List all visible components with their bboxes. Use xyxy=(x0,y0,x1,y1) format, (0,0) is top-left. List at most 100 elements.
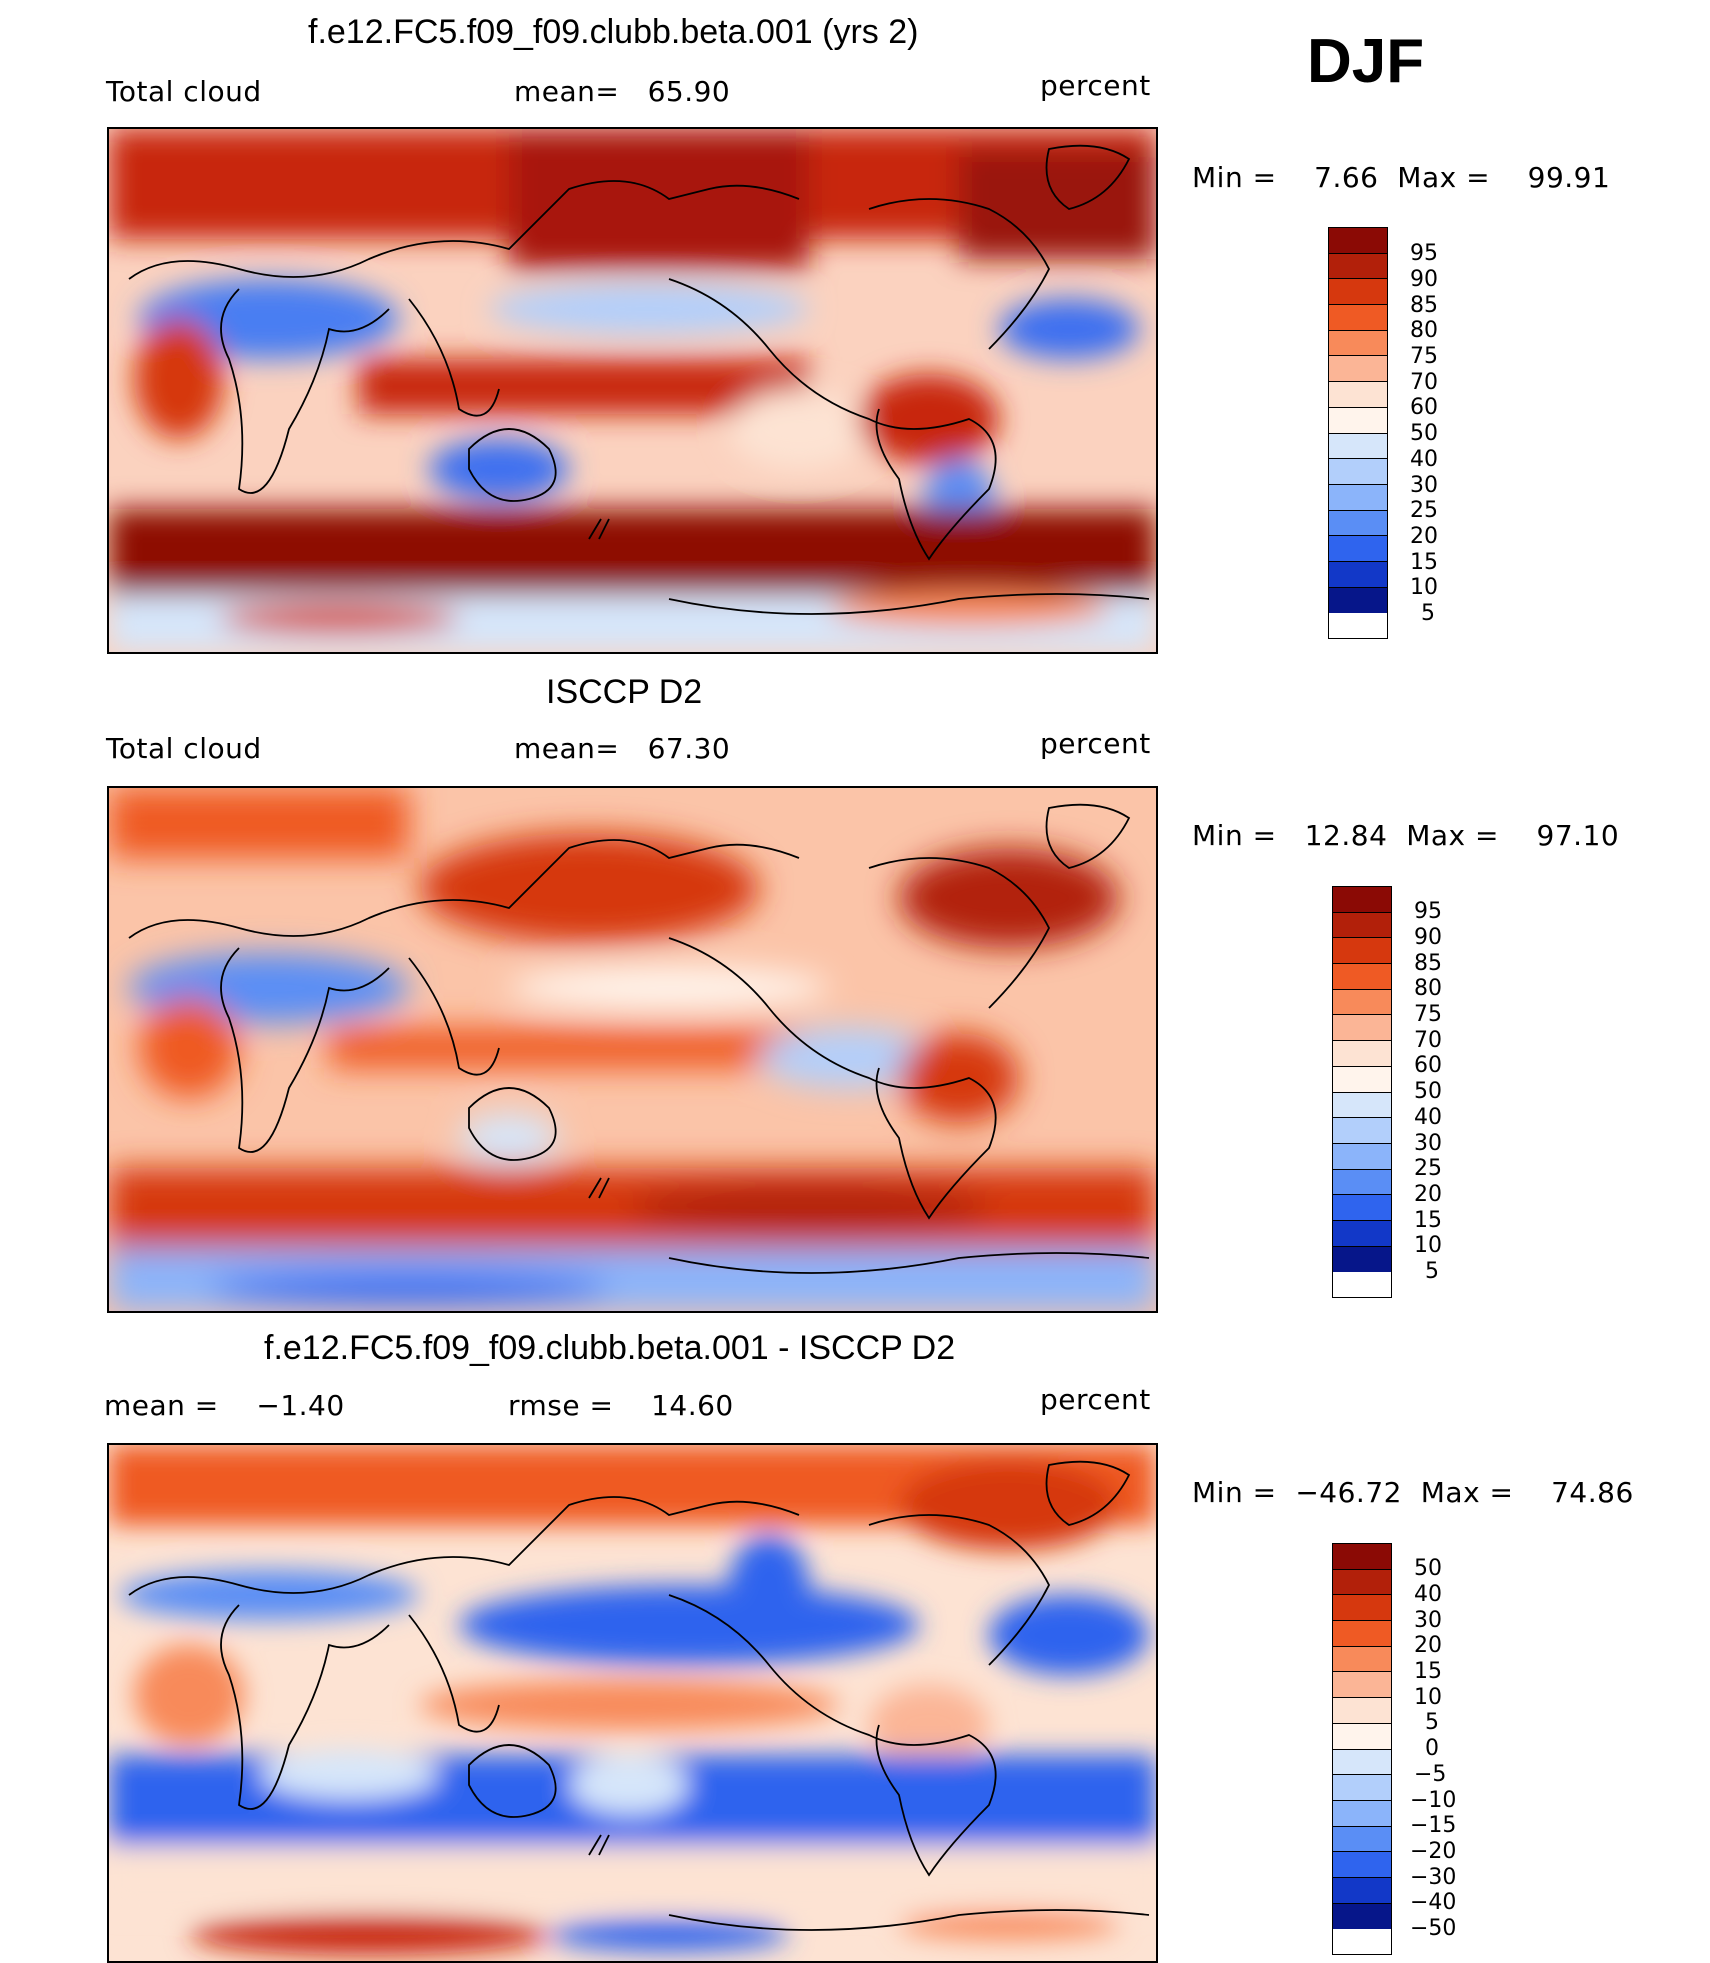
colorbar-box xyxy=(1333,1015,1391,1042)
colorbar-box xyxy=(1333,1877,1391,1904)
colorbar-box xyxy=(1329,330,1387,357)
colorbar-tick: 20 xyxy=(1414,1633,1442,1658)
colorbar-tick: −20 xyxy=(1410,1839,1457,1864)
colorbar-tick: 50 xyxy=(1414,1556,1442,1581)
colorbar-tick: 95 xyxy=(1410,241,1438,266)
colorbar-tick: 5 xyxy=(1421,601,1435,626)
colorbar-box xyxy=(1333,1749,1391,1776)
colorbar-tick: 10 xyxy=(1414,1233,1442,1258)
colorbar-box xyxy=(1329,356,1387,383)
colorbar-box xyxy=(1333,1169,1391,1196)
coastline-outline xyxy=(128,144,1150,615)
colorbar xyxy=(1332,1543,1392,1955)
cloud-map xyxy=(107,786,1158,1313)
colorbar-box xyxy=(1333,1246,1391,1273)
colorbar-box xyxy=(1333,1852,1391,1878)
colorbar-tick: 80 xyxy=(1414,976,1442,1001)
colorbar-box xyxy=(1333,989,1391,1016)
colorbar-tick: 40 xyxy=(1410,447,1438,472)
colorbar-box xyxy=(1329,484,1387,511)
colorbar-tick: 30 xyxy=(1414,1608,1442,1633)
coastline-outline xyxy=(128,803,1150,1274)
colorbar-tick: 15 xyxy=(1414,1208,1442,1233)
colorbar-tick: 10 xyxy=(1410,575,1438,600)
mean-label: mean = −1.40 xyxy=(104,1389,345,1422)
rmse-label: rmse = 14.60 xyxy=(508,1389,734,1422)
colorbar-tick: 85 xyxy=(1414,951,1442,976)
colorbar-box xyxy=(1329,433,1387,460)
colorbar-tick: −5 xyxy=(1414,1762,1447,1787)
colorbar-box xyxy=(1329,228,1387,254)
colorbar-box xyxy=(1329,561,1387,588)
colorbar-tick: 30 xyxy=(1414,1131,1442,1156)
colorbar-tick: 75 xyxy=(1410,344,1438,369)
min-max-label: Min = 12.84 Max = 97.10 xyxy=(1192,819,1620,852)
colorbar-box xyxy=(1333,938,1391,965)
colorbar-box xyxy=(1329,407,1387,434)
colorbar-tick: 90 xyxy=(1410,267,1438,292)
colorbar-box xyxy=(1329,305,1387,331)
colorbar-tick: 95 xyxy=(1414,899,1442,924)
min-max-label: Min = −46.72 Max = 74.86 xyxy=(1192,1476,1634,1509)
colorbar-box xyxy=(1333,1621,1391,1647)
colorbar-tick: −10 xyxy=(1410,1788,1457,1813)
colorbar-box xyxy=(1333,1646,1391,1673)
units-label: percent xyxy=(1040,727,1151,760)
panel-title: f.e12.FC5.f09_f09.clubb.beta.001 - ISCCP… xyxy=(264,1329,956,1367)
colorbar-tick: 10 xyxy=(1414,1685,1442,1710)
colorbar-tick: 90 xyxy=(1414,925,1442,950)
colorbar-box xyxy=(1333,1544,1391,1570)
colorbar-tick: −30 xyxy=(1410,1865,1457,1890)
colorbar-tick: 40 xyxy=(1414,1105,1442,1130)
colorbar-box xyxy=(1333,1903,1391,1930)
difference-map xyxy=(107,1443,1158,1963)
panel-title: ISCCP D2 xyxy=(546,673,703,711)
colorbar-box xyxy=(1333,912,1391,939)
colorbar-box xyxy=(1333,1595,1391,1622)
colorbar-box xyxy=(1329,382,1387,408)
colorbar-box xyxy=(1333,1698,1391,1724)
colorbar-box xyxy=(1329,253,1387,280)
colorbar-tick: −40 xyxy=(1410,1890,1457,1915)
colorbar-tick: 50 xyxy=(1414,1079,1442,1104)
colorbar-tick: 25 xyxy=(1410,498,1438,523)
colorbar-tick: 60 xyxy=(1414,1053,1442,1078)
colorbar-box xyxy=(1333,1775,1391,1801)
colorbar-box xyxy=(1333,1220,1391,1247)
colorbar-box xyxy=(1333,1826,1391,1853)
colorbar-box xyxy=(1333,1041,1391,1067)
colorbar-box xyxy=(1329,510,1387,537)
colorbar-box xyxy=(1333,1092,1391,1119)
colorbar-tick: 75 xyxy=(1414,1002,1442,1027)
mean-label: mean= 67.30 xyxy=(514,732,731,765)
colorbar-tick: 5 xyxy=(1425,1710,1439,1735)
colorbar-tick: 40 xyxy=(1414,1582,1442,1607)
cloud-map xyxy=(107,127,1158,654)
units-label: percent xyxy=(1040,69,1151,102)
colorbar-tick: 0 xyxy=(1425,1736,1439,1761)
colorbar-tick: 30 xyxy=(1410,473,1438,498)
min-max-label: Min = 7.66 Max = 99.91 xyxy=(1192,161,1611,194)
colorbar-box xyxy=(1333,1118,1391,1144)
colorbar-box xyxy=(1333,1569,1391,1596)
colorbar-tick: −50 xyxy=(1410,1916,1457,1941)
colorbar xyxy=(1328,227,1388,639)
colorbar-tick: 20 xyxy=(1410,524,1438,549)
colorbar-tick: 70 xyxy=(1414,1028,1442,1053)
panel-title: f.e12.FC5.f09_f09.clubb.beta.001 (yrs 2) xyxy=(308,13,919,51)
colorbar-box xyxy=(1333,1723,1391,1750)
mean-label: mean= 65.90 xyxy=(514,75,731,108)
colorbar-box xyxy=(1333,1195,1391,1221)
colorbar-box xyxy=(1333,1143,1391,1170)
colorbar-tick: 25 xyxy=(1414,1156,1442,1181)
colorbar xyxy=(1332,886,1392,1298)
units-label: percent xyxy=(1040,1383,1151,1416)
colorbar-tick: 15 xyxy=(1410,550,1438,575)
colorbar-tick: 85 xyxy=(1410,293,1438,318)
colorbar-tick: −15 xyxy=(1410,1813,1457,1838)
variable-label: Total cloud xyxy=(106,75,262,108)
colorbar-box xyxy=(1333,887,1391,913)
variable-label: Total cloud xyxy=(106,732,262,765)
season-label: DJF xyxy=(1307,27,1425,96)
colorbar-box xyxy=(1333,1672,1391,1699)
